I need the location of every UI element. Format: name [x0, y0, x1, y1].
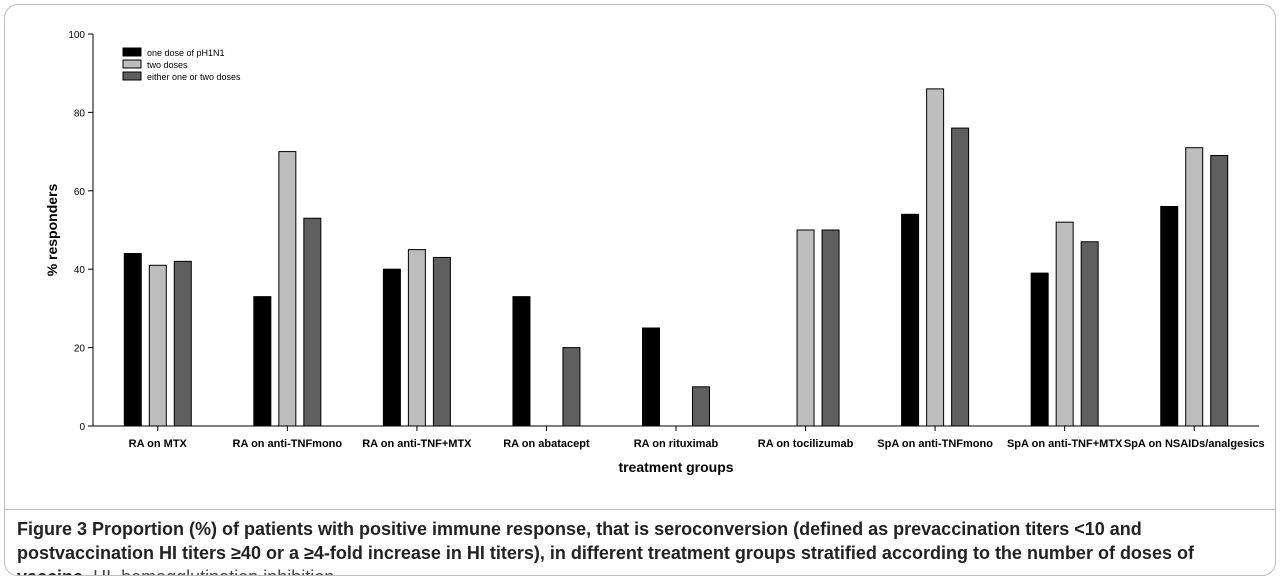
bar [1030, 272, 1049, 427]
y-tick-label: 100 [68, 30, 85, 41]
caption-title: Proportion (%) of patients with positive… [17, 519, 1194, 575]
bar [796, 229, 815, 427]
bar [123, 253, 142, 427]
bar-chart: 0 20 40 60 80 100 RA on MTX RA on anti-TNFmono R… [44, 30, 1265, 475]
bar [821, 229, 840, 427]
x-tick-label: SpA on NSAIDs/analgesics [1124, 438, 1265, 450]
x-tick-label: RA on abatacept [503, 438, 590, 450]
bar [1055, 221, 1074, 427]
bar [432, 256, 451, 427]
legend-label: either one or two doses [147, 72, 241, 82]
bar [901, 213, 920, 427]
legend-label: two doses [147, 60, 188, 70]
bar [407, 249, 426, 427]
caption-note: HI, hemagglutination inhibition. [93, 567, 339, 575]
y-tick-label: 0 [79, 422, 85, 433]
legend-swatch [122, 47, 142, 57]
caption-divider [5, 509, 1275, 510]
bar [173, 260, 192, 427]
legend-label: one dose of pH1N1 [147, 48, 225, 58]
x-tick-label: SpA on anti-TNFmono [877, 438, 993, 450]
figure-frame: 0 20 40 60 80 100 RA on MTX RA on anti-TNFmono R… [4, 4, 1276, 576]
bar [642, 327, 660, 427]
y-tick-label: 60 [74, 187, 86, 198]
y-tick-label: 40 [74, 265, 86, 276]
legend-swatch [122, 71, 142, 81]
x-tick-label: SpA on anti-TNF+MTX [1007, 438, 1123, 450]
bar [512, 296, 531, 427]
bar [926, 88, 945, 427]
bar [253, 296, 272, 427]
bar [148, 264, 167, 427]
bar [951, 127, 970, 427]
bar [1185, 147, 1204, 427]
y-axis-title: % responders [44, 183, 60, 276]
caption-label: Figure 3 [17, 519, 88, 539]
bar [692, 386, 710, 427]
x-tick-label: RA on MTX [129, 438, 188, 450]
bar [303, 217, 322, 427]
x-tick-label: RA on tocilizumab [758, 438, 854, 450]
bar [562, 347, 581, 427]
y-tick-label: 20 [74, 344, 86, 355]
figure-caption: Figure 3 Proportion (%) of patients with… [17, 517, 1261, 575]
bar [1210, 155, 1229, 427]
bar [382, 268, 401, 427]
y-tick-label: 80 [74, 108, 86, 119]
x-tick-label: RA on anti-TNF+MTX [362, 438, 472, 450]
x-tick-label: RA on rituximab [634, 438, 719, 450]
bar [1080, 241, 1099, 427]
bar [1160, 205, 1179, 427]
legend-swatch [122, 59, 142, 69]
bar [278, 151, 297, 427]
x-tick-label: RA on anti-TNFmono [233, 438, 343, 450]
x-axis-title: treatment groups [618, 459, 733, 475]
